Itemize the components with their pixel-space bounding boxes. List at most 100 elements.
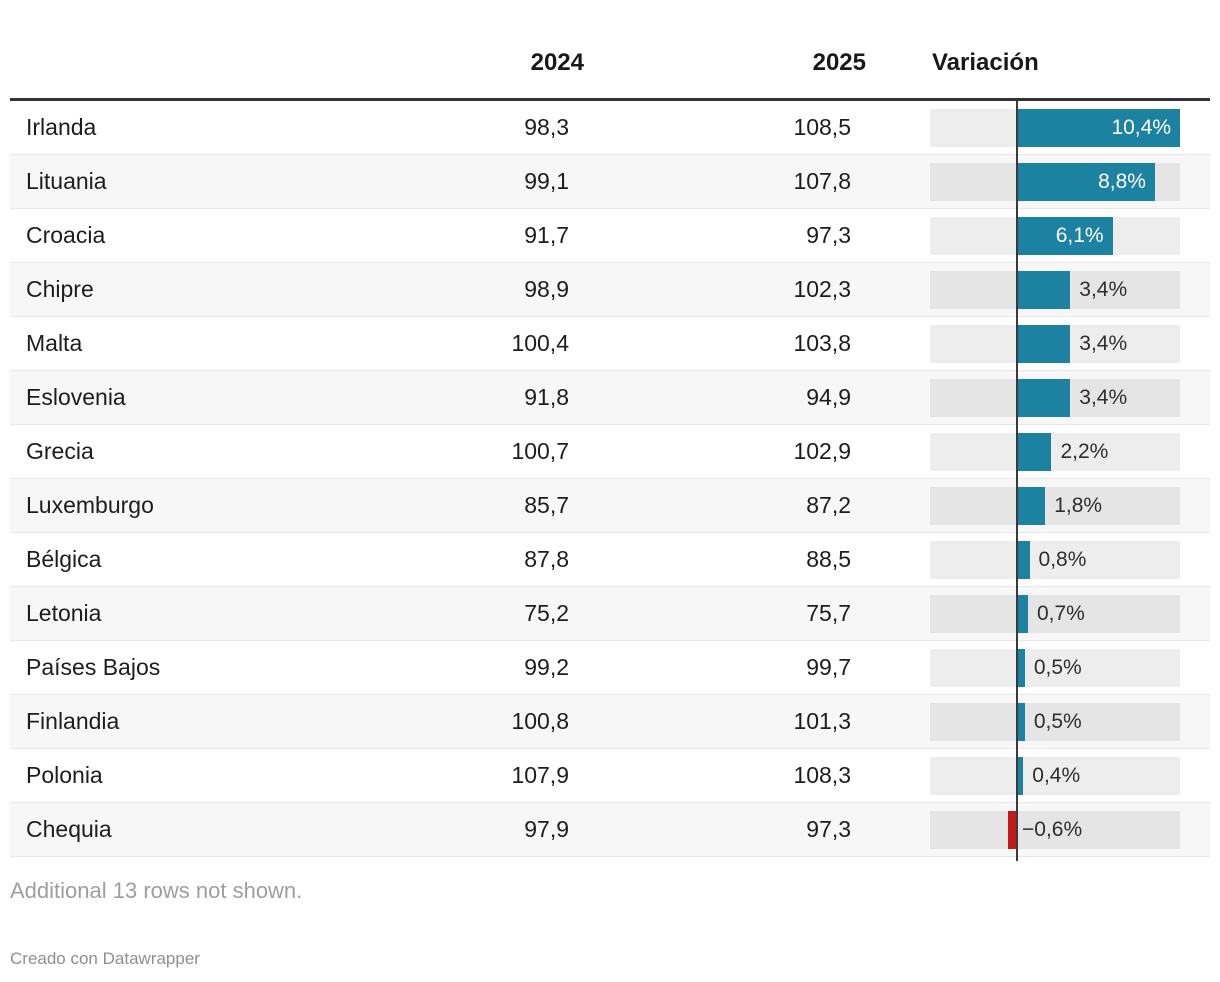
country-label: Chipre bbox=[26, 276, 94, 302]
variation-bar-track: 0,5% bbox=[930, 703, 1180, 741]
country-label: Grecia bbox=[26, 438, 94, 464]
value-2024: 99,1 bbox=[524, 168, 569, 194]
variation-bar bbox=[1017, 649, 1025, 687]
variation-bar-track: 0,4% bbox=[930, 757, 1180, 795]
value-2024: 100,8 bbox=[511, 708, 569, 734]
variation-bar-label: 6,1% bbox=[1055, 224, 1104, 247]
variation-bar-label: −0,6% bbox=[1022, 818, 1083, 841]
variation-bar bbox=[1017, 109, 1180, 147]
variation-bar bbox=[1017, 541, 1030, 579]
value-2025: 97,3 bbox=[806, 816, 851, 842]
value-2024: 100,4 bbox=[511, 330, 569, 356]
table-row: Croacia 91,7 97,3 6,1% bbox=[10, 209, 1210, 263]
variation-bar bbox=[1017, 757, 1024, 795]
value-2024: 98,9 bbox=[524, 276, 569, 302]
value-2024: 98,3 bbox=[524, 114, 569, 140]
variation-cell: 10,4% bbox=[866, 101, 1210, 154]
variation-bar bbox=[1017, 703, 1025, 741]
value-2025: 101,3 bbox=[793, 708, 851, 734]
country-label: Letonia bbox=[26, 600, 102, 626]
table-row: Letonia 75,2 75,7 0,7% bbox=[10, 587, 1210, 641]
variation-cell: 0,8% bbox=[866, 533, 1210, 586]
table-row: Lituania 99,1 107,8 8,8% bbox=[10, 155, 1210, 209]
variation-bar-track: 3,4% bbox=[930, 379, 1180, 417]
variation-cell: 3,4% bbox=[866, 263, 1210, 316]
variation-bar-label: 0,5% bbox=[1033, 656, 1082, 679]
country-label: Irlanda bbox=[26, 114, 97, 140]
variation-bar-track: 0,5% bbox=[930, 649, 1180, 687]
variation-bar bbox=[1017, 595, 1028, 633]
country-label: Países Bajos bbox=[26, 654, 161, 680]
variation-cell: 8,8% bbox=[866, 155, 1210, 208]
table-row: Finlandia 100,8 101,3 0,5% bbox=[10, 695, 1210, 749]
variation-bar bbox=[1017, 217, 1113, 255]
value-2025: 99,7 bbox=[806, 654, 851, 680]
variation-bar-label: 10,4% bbox=[1111, 116, 1171, 139]
country-label: Polonia bbox=[26, 762, 103, 788]
value-2025: 88,5 bbox=[806, 546, 851, 572]
value-2024: 99,2 bbox=[524, 654, 569, 680]
value-2025: 94,9 bbox=[806, 384, 851, 410]
country-label: Lituania bbox=[26, 168, 107, 194]
value-2024: 100,7 bbox=[511, 438, 569, 464]
variation-bar-track: 3,4% bbox=[930, 271, 1180, 309]
variation-bar-label: 0,5% bbox=[1033, 710, 1082, 733]
rows-not-shown-note: Additional 13 rows not shown. bbox=[10, 878, 303, 903]
header-2025: 2025 bbox=[812, 49, 866, 76]
variation-cell: 2,2% bbox=[866, 425, 1210, 478]
variation-bar-label: 1,8% bbox=[1054, 494, 1103, 517]
variation-bar bbox=[1017, 379, 1071, 417]
variation-bar-label: 8,8% bbox=[1098, 170, 1146, 193]
table-row: Malta 100,4 103,8 3,4% bbox=[10, 317, 1210, 371]
header-2024: 2024 bbox=[530, 49, 584, 76]
value-2024: 97,9 bbox=[524, 816, 569, 842]
zero-baseline bbox=[1016, 101, 1018, 861]
table-row: Bélgica 87,8 88,5 0,8% bbox=[10, 533, 1210, 587]
variation-bar-track: 10,4% bbox=[930, 109, 1180, 147]
variation-bar-track: 2,2% bbox=[930, 433, 1180, 471]
country-label: Eslovenia bbox=[26, 384, 126, 410]
variation-bar-track: 1,8% bbox=[930, 487, 1180, 525]
variation-bar-label: 0,7% bbox=[1036, 602, 1085, 625]
value-2025: 102,3 bbox=[793, 276, 851, 302]
variation-cell: 0,7% bbox=[866, 587, 1210, 640]
country-label: Malta bbox=[26, 330, 83, 356]
table-row: Países Bajos 99,2 99,7 0,5% bbox=[10, 641, 1210, 695]
value-2025: 97,3 bbox=[806, 222, 851, 248]
variation-bar bbox=[1017, 163, 1155, 201]
table-row: Chequia 97,9 97,3 −0,6% bbox=[10, 803, 1210, 857]
variation-bar-label: 3,4% bbox=[1079, 278, 1128, 301]
variation-cell: 3,4% bbox=[866, 317, 1210, 370]
variation-bar-label: 2,2% bbox=[1060, 440, 1109, 463]
value-2024: 75,2 bbox=[524, 600, 569, 626]
value-2024: 91,7 bbox=[524, 222, 569, 248]
variation-cell: −0,6% bbox=[866, 803, 1210, 856]
variation-bar-label: 3,4% bbox=[1079, 332, 1128, 355]
value-2025: 108,5 bbox=[793, 114, 851, 140]
variation-cell: 0,4% bbox=[866, 749, 1210, 802]
country-label: Bélgica bbox=[26, 546, 102, 572]
variation-bar-label: 3,4% bbox=[1079, 386, 1128, 409]
variation-cell: 0,5% bbox=[866, 641, 1210, 694]
variation-bar bbox=[1007, 811, 1017, 849]
variation-bar-label: 0,4% bbox=[1032, 764, 1081, 787]
value-2025: 108,3 bbox=[793, 762, 851, 788]
variation-cell: 6,1% bbox=[866, 209, 1210, 262]
variation-cell: 1,8% bbox=[866, 479, 1210, 532]
country-label: Luxemburgo bbox=[26, 492, 154, 518]
variation-bar bbox=[1017, 433, 1052, 471]
table-row: Irlanda 98,3 108,5 10,4% bbox=[10, 101, 1210, 155]
country-label: Finlandia bbox=[26, 708, 120, 734]
country-label: Croacia bbox=[26, 222, 106, 248]
variation-bar-track: 0,8% bbox=[930, 541, 1180, 579]
variation-bar-track: 6,1% bbox=[930, 217, 1180, 255]
variation-bar-track: −0,6% bbox=[930, 811, 1180, 849]
table-row: Chipre 98,9 102,3 3,4% bbox=[10, 263, 1210, 317]
variation-bar bbox=[1017, 325, 1071, 363]
datawrapper-attribution-link[interactable]: Creado con Datawrapper bbox=[10, 949, 200, 968]
value-2024: 107,9 bbox=[511, 762, 569, 788]
variation-cell: 0,5% bbox=[866, 695, 1210, 748]
variation-bar-track: 3,4% bbox=[930, 325, 1180, 363]
value-2025: 75,7 bbox=[806, 600, 851, 626]
value-2024: 87,8 bbox=[524, 546, 569, 572]
